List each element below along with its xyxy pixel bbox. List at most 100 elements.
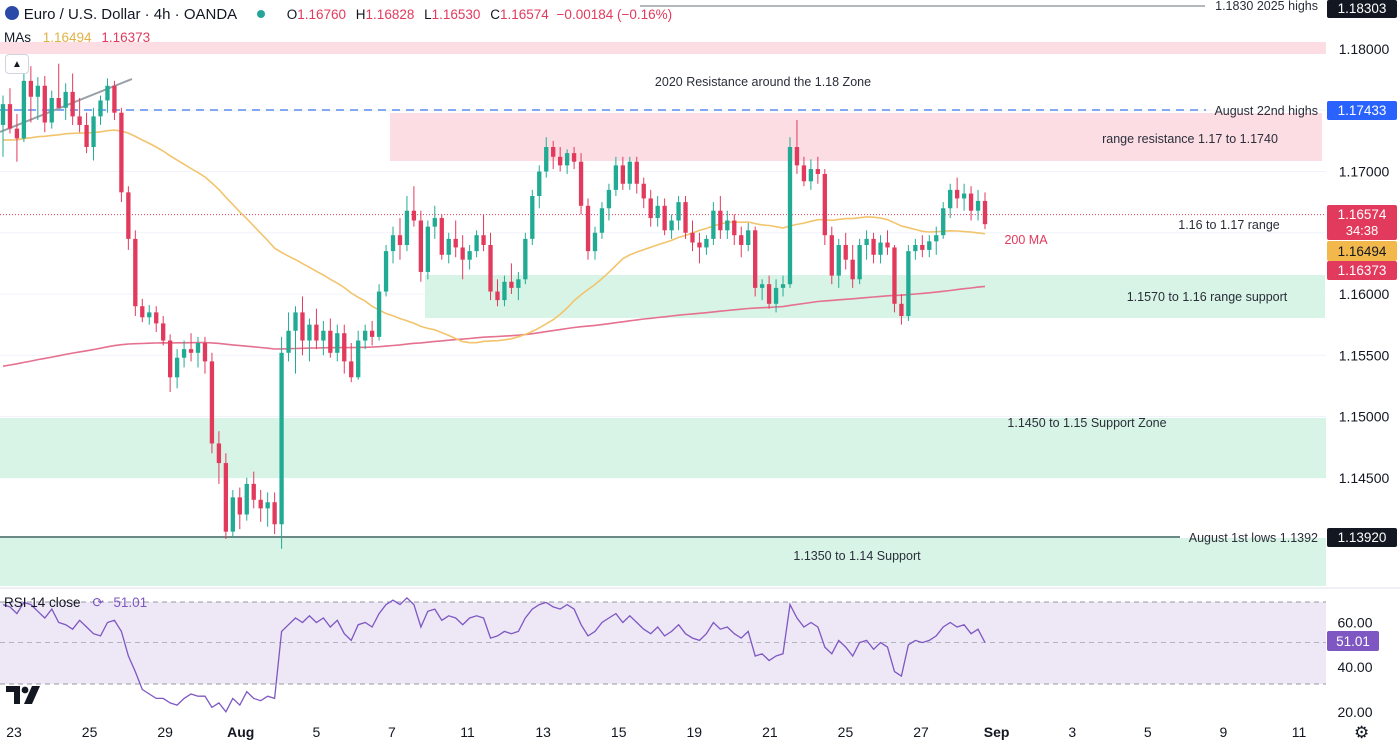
rsi-legend[interactable]: RSI 14 close ⟳ 51.01 [4,595,147,611]
candle-body [237,497,242,515]
candle-body [369,330,375,337]
candle-body [161,323,166,341]
time-tick-label: 11 [460,724,475,740]
candle-body [530,196,535,239]
candle-body [801,165,807,182]
rsi-line [2,596,986,713]
candle-body [620,165,626,184]
candle-body [961,193,967,199]
candle-body [328,330,333,353]
svg-text:1.16373: 1.16373 [1338,263,1387,278]
change-value: −0.00184 (−0.16%) [556,7,673,22]
svg-text:1.13920: 1.13920 [1338,530,1387,545]
svg-text:1.17433: 1.17433 [1338,103,1387,118]
badge-last-price: 1.16574 34:38 [1327,205,1397,240]
high-value: 1.16828 [365,7,415,22]
candle-body [112,85,117,113]
candle-body [133,238,138,307]
candle-body [759,284,765,288]
candle-body [836,245,841,276]
market-status-dot [256,10,265,18]
time-tick-label: 7 [388,724,396,740]
candle-body [773,287,779,304]
price-tick-label: 1.15000 [1339,409,1390,425]
candle-body [829,235,834,276]
badge-ma50: 1.16494 [1327,241,1397,261]
time-tick-label: 13 [535,724,551,740]
candle-body [119,112,124,193]
candle-body [230,497,235,532]
badge-rsi: 51.01 [1327,631,1379,651]
time-tick-label: 5 [1144,724,1152,740]
candle-body [899,303,904,317]
candle-body [383,251,389,292]
candle-body [307,324,312,341]
candle-body [474,235,479,252]
candle-body [265,502,270,509]
candle-body [606,189,612,209]
candle-body [808,169,814,182]
symbol-title[interactable]: Euro / U.S. Dollar · 4h · OANDA [23,6,238,23]
rsi-tick-label: 60.00 [1337,615,1372,631]
zone-label-support-1145: 1.1450 to 1.15 Support Zone [1007,416,1166,430]
tradingview-logo-icon[interactable] [6,686,40,704]
zone-2020-resistance [0,42,1326,54]
rsi-axis[interactable]: 60.00 40.00 20.00 [1337,615,1372,720]
annotation-200ma: 200 MA [1004,233,1048,247]
ma200-legend-value: 1.16373 [101,30,151,45]
time-tick-label: 29 [157,724,173,740]
ma-legend[interactable]: MAs 1.16494 1.16373 [4,30,150,45]
candle-body [780,284,786,288]
time-tick-label: 21 [762,724,778,740]
candle-body [314,324,319,341]
candle-body [662,205,667,231]
time-tick-label: 9 [1220,724,1228,740]
candle-body [968,193,974,211]
candle-body [181,349,187,358]
candle-body [878,242,883,255]
candle-body [599,208,605,233]
candle-body [676,202,681,221]
settings-gear-icon[interactable]: ⚙ [1354,723,1370,742]
candle-body [739,235,744,245]
candle-body [906,251,911,317]
candle-body [578,161,584,206]
candle-body [509,281,514,288]
time-tick-label: 27 [913,724,929,740]
rsi-legend-value: 51.01 [113,595,148,610]
candle-body [892,247,897,304]
candle-body [390,235,396,252]
price-tick-label: 1.17000 [1339,164,1390,180]
candle-body [70,91,75,117]
time-tick-label: Sep [984,724,1010,740]
candle-body [446,238,451,255]
candle-body [655,205,660,219]
ma50-legend-value: 1.16494 [42,30,92,45]
candle-body [453,238,458,248]
candle-body [551,147,556,157]
level-label-aug1-lows: August 1st lows 1.1392 [1189,531,1318,545]
candle-body [272,502,277,525]
price-tick-label: 1.16000 [1339,286,1390,302]
candle-body [843,245,848,260]
collapse-legend-button[interactable]: ▲ [5,54,29,74]
time-axis[interactable]: 23 25 29 Aug 5 7 11 13 15 19 21 25 27 Sep 3 5 9 11 [6,724,1306,740]
time-tick-label: 25 [82,724,98,740]
candle-body [558,156,563,166]
candle-body [411,210,417,221]
candle-body [77,116,82,125]
candle-body [753,230,758,288]
time-tick-label: Aug [227,724,254,740]
candle-body [815,169,821,174]
candle-body [286,330,291,353]
ma50-line [2,129,986,344]
candle-body [927,241,932,250]
candle-body [397,235,403,245]
candle-body [523,238,528,280]
candle-body [537,171,542,196]
candle-body [794,147,800,166]
zone-support-1135 [0,538,1326,586]
candle-body [49,98,54,123]
candle-body [174,357,180,378]
